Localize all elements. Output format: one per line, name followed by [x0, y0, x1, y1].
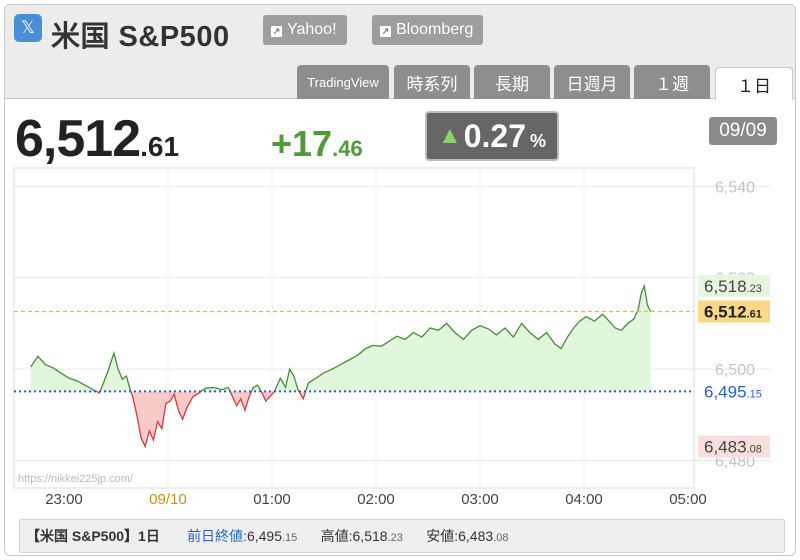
x-tick-label: 04:00	[565, 491, 603, 508]
x-tick-label: 03:00	[461, 491, 499, 508]
external-link-icon: ↗	[271, 26, 282, 37]
low-value-label-dec: .08	[747, 443, 762, 455]
prev-close-value-label: 6,495.15	[704, 382, 762, 401]
x-tick-label: 05:00	[669, 491, 707, 508]
percent-unit: %	[530, 130, 547, 151]
yahoo-link-button[interactable]: ↗ Yahoo!	[263, 15, 347, 45]
low-value-label: 6,483.08	[704, 437, 762, 456]
bloomberg-link-button[interactable]: ↗ Bloomberg	[372, 15, 484, 45]
footer-low-label: 安値:	[426, 528, 459, 544]
price-change-int: +17	[271, 123, 333, 164]
x-tick-label: 09/10	[149, 491, 187, 508]
footer-high-dec: .23	[387, 532, 403, 544]
external-link-icon: ↗	[380, 26, 391, 37]
x-tick-label: 01:00	[253, 491, 291, 508]
y-tick-label: 6,480	[715, 454, 755, 471]
y-tick-label: 6,540	[715, 179, 755, 196]
price-line-down	[94, 391, 307, 449]
yahoo-link-label: Yahoo!	[287, 21, 337, 38]
footer-prev-close-dec: .15	[282, 532, 298, 544]
footer-low-dec: .08	[493, 532, 509, 544]
header-bar: 𝕏 米国 S&P500 ↗ Yahoo! ↗ Bloomberg	[5, 5, 795, 55]
watermark-text: https://nikkei225jp.com/	[18, 473, 134, 485]
high-value-label-int: 6,518	[704, 277, 747, 296]
price-line-up	[30, 283, 652, 392]
tab-bar: TradingView 時系列 長期 日週月 １週 １日	[5, 55, 795, 100]
x-logo-icon[interactable]: 𝕏	[14, 14, 42, 42]
current-price-dec: .61	[140, 131, 180, 162]
footer-high-int: 6,518	[352, 528, 388, 544]
tab-long-term[interactable]: 長期	[474, 65, 550, 99]
price-change: +17.46	[271, 123, 363, 165]
x-tick-label: 02:00	[357, 491, 395, 508]
summary-footer: 【米国 S&P500】1日 前日終値:6,495.15 高値:6,518.23 …	[19, 519, 785, 553]
current-value-label-int: 6,512	[704, 302, 747, 321]
area-above-prev-close	[30, 285, 651, 392]
date-badge: 09/09	[709, 117, 777, 145]
current-price: 6,512.61	[15, 109, 179, 169]
high-value-label: 6,518.23	[704, 277, 762, 296]
page-title: 米国 S&P500	[51, 21, 230, 53]
high-value-label-dec: .23	[747, 283, 762, 295]
tab-tradingview[interactable]: TradingView	[297, 65, 389, 99]
current-value-label-dec: .61	[747, 308, 762, 320]
footer-low-int: 6,483	[458, 528, 494, 544]
low-value-label-int: 6,483	[704, 437, 747, 456]
up-arrow-icon: ▲	[437, 122, 462, 149]
y-tick-label: 6,500	[715, 362, 755, 379]
footer-instrument: 【米国 S&P500】1日	[26, 528, 160, 544]
x-tick-label: 23:00	[45, 491, 83, 508]
percent-change-value: 0.27	[463, 117, 527, 154]
footer-high-label: 高値:	[320, 528, 353, 544]
price-change-dec: .46	[332, 136, 363, 161]
prev-close-value-label-int: 6,495	[704, 382, 747, 401]
current-value-label-bg	[698, 300, 770, 323]
tab-timeseries[interactable]: 時系列	[394, 65, 470, 99]
low-value-label-bg	[698, 435, 770, 458]
tab-1-week[interactable]: １週	[634, 65, 710, 99]
current-price-int: 6,512	[15, 110, 141, 168]
current-value-label: 6,512.61	[704, 302, 762, 321]
bloomberg-link-label: Bloomberg	[396, 21, 474, 38]
footer-prev-close-label: 前日終値:	[187, 528, 247, 544]
footer-prev-close-int: 6,495	[246, 528, 282, 544]
tab-daily-weekly-monthly[interactable]: 日週月	[554, 65, 630, 99]
tab-1-day[interactable]: １日	[715, 67, 793, 100]
prev-close-value-label-dec: .15	[747, 388, 762, 400]
percent-change-badge: ▲ 0.27 %	[425, 111, 559, 161]
high-value-label-bg	[698, 274, 770, 297]
